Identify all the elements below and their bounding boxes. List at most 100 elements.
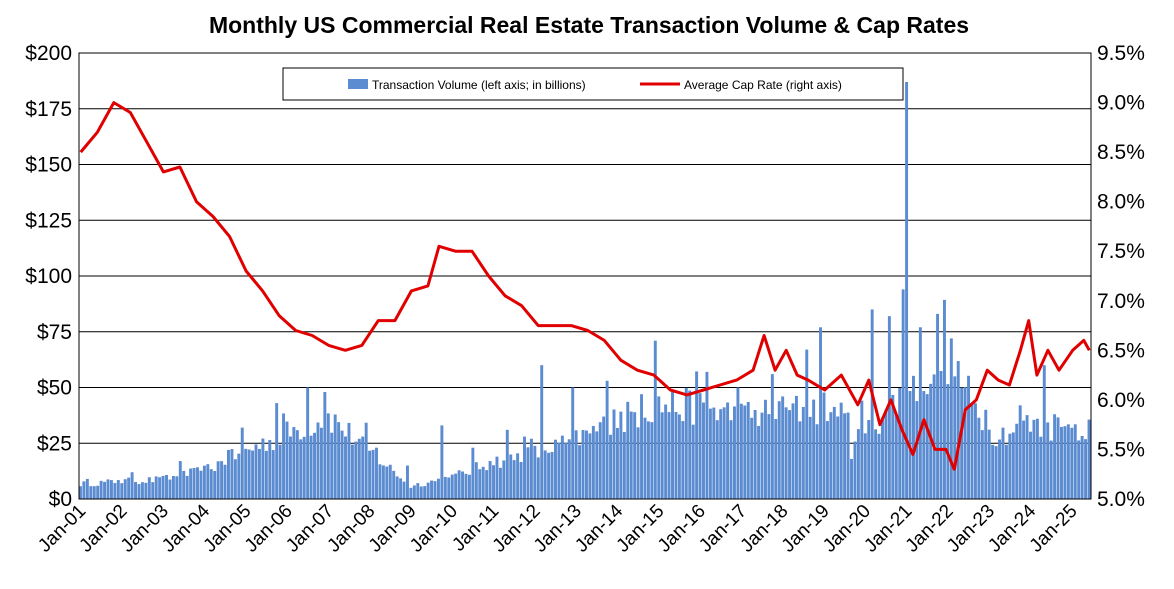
- volume-bar: [912, 375, 915, 499]
- volume-bar: [953, 376, 957, 499]
- volume-bar: [605, 380, 609, 499]
- volume-bar: [495, 456, 499, 499]
- volume-bar: [340, 430, 344, 499]
- volume-bar: [1032, 419, 1036, 499]
- volume-bar: [609, 434, 613, 499]
- volume-bar: [942, 299, 946, 499]
- volume-bar: [247, 449, 251, 499]
- volume-bar: [977, 417, 981, 499]
- volume-bar: [540, 365, 544, 499]
- volume-bar: [681, 421, 685, 499]
- volume-bar: [1011, 432, 1015, 499]
- volume-bar: [1087, 419, 1091, 499]
- volume-bar: [1066, 424, 1070, 499]
- volume-bar: [454, 473, 458, 499]
- volume-bar: [1039, 436, 1043, 499]
- volume-bar: [233, 459, 237, 499]
- volume-bar: [715, 420, 719, 499]
- volume-bar: [960, 387, 964, 499]
- volume-bar: [406, 465, 409, 499]
- volume-bar: [705, 371, 709, 499]
- volume-bar: [691, 424, 695, 499]
- volume-bar: [708, 408, 712, 499]
- volume-bar: [109, 480, 113, 499]
- volume-bars: [79, 81, 1091, 500]
- volume-bar: [509, 454, 513, 499]
- volume-bar: [299, 439, 303, 499]
- volume-bar: [137, 484, 141, 499]
- volume-bar: [1063, 426, 1067, 499]
- volume-bar: [588, 433, 592, 499]
- volume-bar: [140, 482, 144, 499]
- volume-bar: [946, 384, 950, 499]
- volume-bar: [973, 403, 977, 499]
- volume-bar: [554, 439, 557, 499]
- volume-bar: [970, 403, 974, 499]
- volume-bar: [189, 468, 193, 499]
- volume-bar: [1035, 418, 1039, 499]
- volume-bar: [295, 430, 299, 499]
- volume-bar: [774, 418, 778, 499]
- volume-bar: [836, 416, 840, 499]
- volume-bar: [467, 474, 471, 499]
- volume-bar: [788, 410, 792, 499]
- volume-bar: [505, 429, 509, 499]
- volume-bar: [688, 390, 692, 499]
- volume-bar: [574, 430, 578, 499]
- volume-bar: [543, 450, 547, 499]
- volume-bar: [578, 445, 582, 499]
- volume-bar: [206, 464, 210, 499]
- volume-bar: [560, 435, 564, 499]
- volume-bar: [581, 429, 585, 499]
- volume-bar: [760, 412, 764, 499]
- volume-bar: [436, 478, 440, 499]
- volume-bar: [481, 466, 485, 499]
- volume-bar: [306, 387, 310, 499]
- volume-bar: [602, 416, 606, 499]
- volume-bar: [158, 477, 162, 499]
- volume-bar: [292, 427, 296, 499]
- volume-bar: [918, 327, 922, 499]
- volume-bar: [1070, 427, 1074, 499]
- volume-bar: [891, 394, 895, 499]
- volume-bar: [237, 453, 241, 499]
- cap-rate-line-group: [79, 101, 1091, 471]
- volume-bar: [980, 430, 984, 499]
- volume-bar: [151, 482, 155, 499]
- volume-bar: [154, 476, 158, 499]
- volume-bar: [168, 479, 172, 499]
- left-axis-tick-label: $100: [25, 265, 72, 288]
- volume-bar: [547, 452, 551, 499]
- volume-bar: [998, 439, 1001, 499]
- volume-bar: [192, 467, 196, 499]
- right-axis-tick-label: 8.5%: [1097, 141, 1145, 164]
- volume-bar: [419, 486, 423, 499]
- volume-bar: [677, 414, 681, 499]
- volume-bar: [1022, 420, 1026, 499]
- volume-bar: [877, 433, 881, 499]
- volume-bar: [433, 481, 437, 499]
- volume-bar: [901, 289, 905, 499]
- volume-bar: [316, 422, 320, 499]
- volume-bar: [1056, 417, 1060, 499]
- volume-bar: [698, 393, 702, 499]
- volume-bar: [381, 465, 385, 499]
- volume-bar: [416, 483, 420, 499]
- volume-bar: [832, 406, 836, 499]
- volume-bar: [533, 445, 537, 499]
- volume-bar: [175, 476, 179, 499]
- volume-bar: [825, 421, 829, 499]
- volume-bar: [1049, 440, 1053, 499]
- volume-bar: [220, 461, 224, 499]
- volume-bar: [894, 414, 898, 499]
- volume-bar: [905, 81, 909, 500]
- volume-bar: [240, 427, 244, 499]
- volume-bar: [213, 471, 217, 499]
- volume-bar: [92, 486, 96, 499]
- volume-bar: [79, 486, 82, 499]
- volume-bar: [860, 400, 864, 499]
- volume-bar: [702, 402, 705, 499]
- plot-area-border: [78, 52, 1092, 500]
- volume-bar: [619, 411, 623, 499]
- volume-bar: [763, 399, 767, 499]
